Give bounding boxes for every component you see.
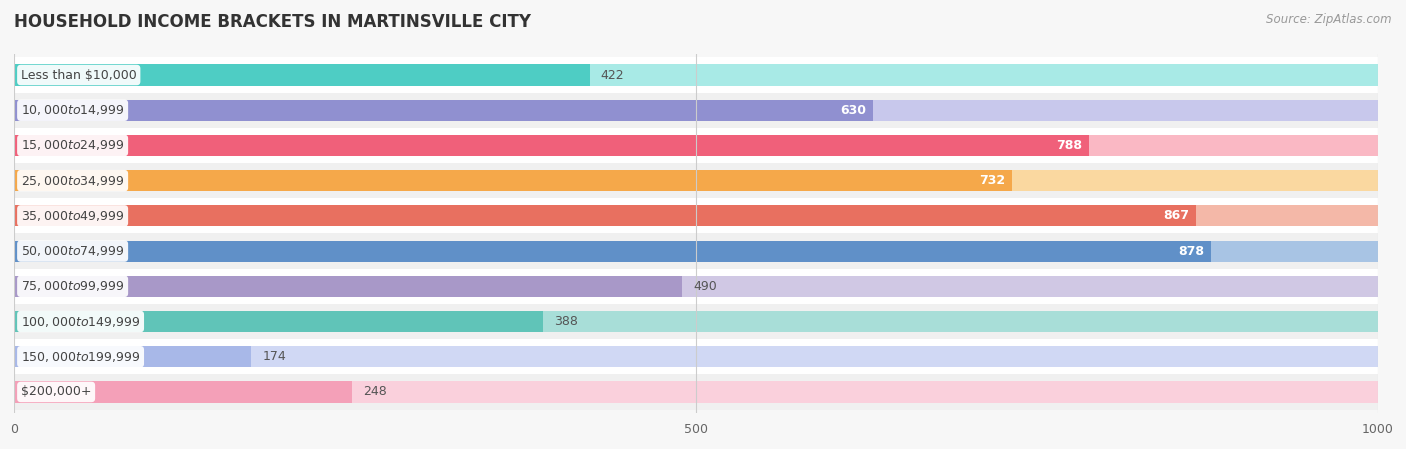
Bar (14, 135, 1088, 156)
Bar (14, 346, 252, 367)
Bar (14, 311, 1378, 332)
Bar (14, 163, 1378, 198)
Bar (14, 339, 1378, 374)
Text: Source: ZipAtlas.com: Source: ZipAtlas.com (1267, 13, 1392, 26)
Bar (14, 128, 1378, 163)
Text: $150,000 to $199,999: $150,000 to $199,999 (21, 350, 141, 364)
Bar (14, 57, 1378, 92)
Text: Less than $10,000: Less than $10,000 (21, 69, 136, 82)
Bar (14, 374, 1378, 409)
Text: 490: 490 (693, 280, 717, 293)
Text: $35,000 to $49,999: $35,000 to $49,999 (21, 209, 124, 223)
Bar (14, 100, 873, 121)
Bar (14, 65, 1378, 86)
Text: $75,000 to $99,999: $75,000 to $99,999 (21, 279, 124, 293)
Bar (14, 241, 1212, 262)
Bar (14, 269, 1378, 304)
Bar (14, 170, 1012, 191)
Bar (14, 276, 682, 297)
Text: 867: 867 (1164, 209, 1189, 222)
Text: $100,000 to $149,999: $100,000 to $149,999 (21, 314, 141, 329)
Bar (14, 205, 1378, 226)
Bar (14, 304, 1378, 339)
Text: 388: 388 (554, 315, 578, 328)
Bar (14, 233, 1378, 269)
Text: $15,000 to $24,999: $15,000 to $24,999 (21, 138, 124, 153)
Text: 248: 248 (363, 385, 387, 398)
Bar (14, 276, 1378, 297)
Text: $10,000 to $14,999: $10,000 to $14,999 (21, 103, 124, 117)
Bar (14, 135, 1378, 156)
Text: 732: 732 (980, 174, 1005, 187)
Text: HOUSEHOLD INCOME BRACKETS IN MARTINSVILLE CITY: HOUSEHOLD INCOME BRACKETS IN MARTINSVILL… (14, 13, 531, 31)
Text: $25,000 to $34,999: $25,000 to $34,999 (21, 174, 124, 188)
Bar (14, 241, 1378, 262)
Text: 174: 174 (263, 350, 285, 363)
Bar (14, 205, 1197, 226)
Bar (14, 381, 353, 402)
Text: $200,000+: $200,000+ (21, 385, 91, 398)
Text: 788: 788 (1056, 139, 1083, 152)
Text: 630: 630 (841, 104, 866, 117)
Bar (14, 100, 1378, 121)
Text: 878: 878 (1178, 245, 1205, 258)
Bar (14, 381, 1378, 402)
Bar (14, 198, 1378, 233)
Text: $50,000 to $74,999: $50,000 to $74,999 (21, 244, 124, 258)
Bar (14, 346, 1378, 367)
Text: 422: 422 (600, 69, 624, 82)
Bar (14, 170, 1378, 191)
Bar (14, 311, 543, 332)
Bar (14, 65, 589, 86)
Bar (14, 92, 1378, 128)
